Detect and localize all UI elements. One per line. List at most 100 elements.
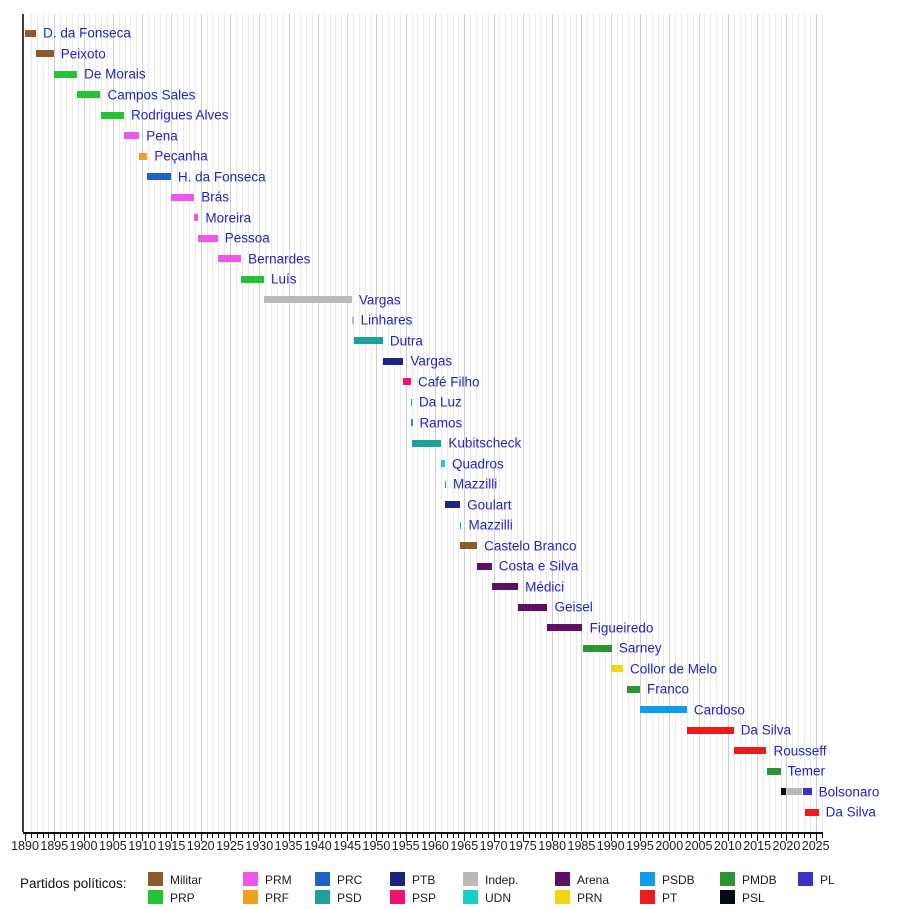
president-label[interactable]: Moreira: [205, 210, 252, 225]
president-label[interactable]: Pena: [146, 128, 178, 143]
president-label[interactable]: Cardoso: [693, 702, 745, 717]
gridline: [306, 14, 307, 832]
president-label[interactable]: Mazzilli: [452, 476, 498, 492]
president-label[interactable]: Franco: [646, 681, 690, 697]
axis-tick-label: 1985: [567, 839, 596, 853]
gridline: [728, 14, 729, 832]
president-label[interactable]: Vargas: [358, 292, 401, 307]
axis-tick: [271, 834, 272, 838]
president-label[interactable]: Goulart: [467, 497, 512, 512]
president-label[interactable]: Mazzilli: [468, 517, 513, 533]
president-label[interactable]: Bernardes: [248, 251, 311, 266]
president-label[interactable]: Castelo Branco: [484, 538, 577, 553]
gridline: [775, 14, 776, 832]
gridline: [564, 14, 565, 832]
president-label[interactable]: Sarney: [618, 640, 662, 656]
president-label[interactable]: Brás: [201, 189, 230, 205]
president-label[interactable]: H. da Fonseca: [177, 169, 266, 184]
axis-tick: [470, 834, 471, 838]
axis-tick: [734, 834, 735, 838]
president-bar: [53, 70, 78, 78]
gridline: [341, 14, 342, 832]
gridline: [804, 14, 805, 832]
president-label[interactable]: Collor de Melo: [629, 661, 718, 676]
axis-tick: [728, 834, 729, 841]
president-label[interactable]: D. da Fonseca: [43, 25, 131, 41]
axis-tick-label: 1980: [538, 839, 567, 853]
gridline: [523, 14, 524, 832]
president-bar: [477, 562, 492, 570]
president-label[interactable]: Da Silva: [740, 722, 791, 738]
axis-tick: [640, 834, 641, 841]
axis-tick: [687, 834, 688, 838]
president-bar: [25, 29, 37, 37]
president-label[interactable]: Rousseff: [773, 743, 827, 758]
president-label[interactable]: Costa e Silva: [498, 558, 579, 574]
gridline: [763, 14, 764, 832]
legend-swatch-prm: [243, 872, 258, 886]
gridline: [687, 14, 688, 832]
president-label[interactable]: Figueiredo: [589, 620, 654, 635]
president-bar: [77, 91, 101, 98]
president-label[interactable]: Rodrigues Alves: [130, 107, 229, 123]
president-label[interactable]: Geisel: [554, 599, 593, 615]
gridline: [300, 14, 301, 832]
legend-label: PSDB: [662, 873, 695, 887]
president-bar: [582, 644, 612, 652]
president-label[interactable]: Peixoto: [60, 46, 106, 61]
president-label[interactable]: Médici: [525, 579, 565, 594]
legend-label: PRC: [337, 873, 363, 887]
president-label[interactable]: Quadros: [451, 456, 504, 471]
gridline: [119, 14, 120, 832]
axis-tick: [429, 834, 430, 838]
president-label[interactable]: Luís: [270, 271, 297, 287]
president-label[interactable]: Café Filho: [417, 374, 480, 389]
axis-tick: [212, 834, 213, 838]
axis-tick: [458, 834, 459, 838]
president-bar: [441, 460, 445, 467]
gridline: [107, 14, 108, 832]
gridline: [335, 14, 336, 832]
president-label[interactable]: Da Luz: [418, 394, 462, 410]
president-label[interactable]: Campos Sales: [107, 87, 196, 102]
legend-title: Partidos políticos:: [20, 876, 127, 891]
axis-tick: [95, 834, 96, 838]
president-bar: [547, 624, 583, 631]
axis-tick: [617, 834, 618, 838]
gridline: [634, 14, 635, 832]
gridline: [365, 14, 366, 832]
legend-label: PT: [662, 891, 678, 905]
president-label[interactable]: Vargas: [410, 353, 453, 369]
axis-tick: [798, 834, 799, 838]
president-label[interactable]: Temer: [787, 763, 826, 779]
president-label[interactable]: Bolsonaro: [818, 784, 880, 799]
axis-tick-label: 1955: [391, 839, 420, 853]
president-label[interactable]: Ramos: [419, 415, 463, 430]
legend-swatch-pt: [640, 890, 655, 904]
president-label[interactable]: Dutra: [389, 333, 423, 348]
axis-tick: [517, 834, 518, 838]
gridline: [540, 14, 541, 832]
gridline: [347, 14, 348, 832]
president-label[interactable]: Pessoa: [224, 230, 270, 246]
axis-tick-label: 2025: [801, 839, 830, 853]
axis-tick: [242, 834, 243, 838]
president-label[interactable]: Da Silva: [825, 804, 876, 820]
gridline: [646, 14, 647, 832]
axis-tick: [259, 834, 260, 841]
axis-tick: [130, 834, 131, 838]
president-bar: [147, 173, 171, 180]
president-label[interactable]: Kubitscheck: [448, 435, 522, 451]
axis-tick: [224, 834, 225, 838]
gridline: [810, 14, 811, 832]
president-label[interactable]: De Morais: [84, 66, 146, 82]
gridline: [406, 14, 407, 832]
axis-tick: [136, 834, 137, 838]
president-label[interactable]: Peçanha: [154, 148, 208, 164]
axis-tick: [78, 834, 79, 838]
gridline: [31, 14, 32, 832]
president-label[interactable]: Linhares: [360, 312, 413, 328]
gridline: [470, 14, 471, 832]
axis-tick: [318, 834, 319, 841]
gridline: [253, 14, 254, 832]
